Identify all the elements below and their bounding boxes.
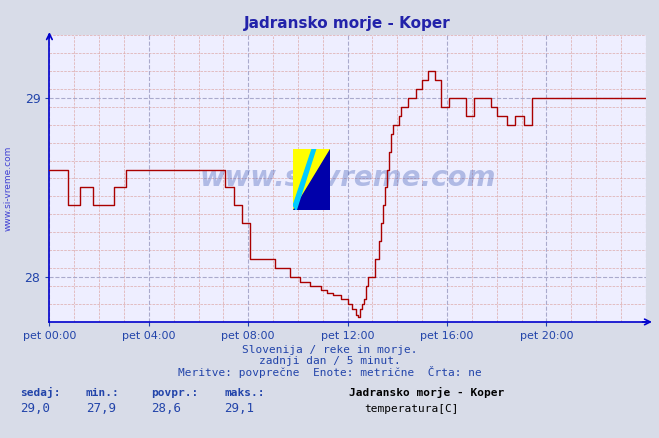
- Text: 29,0: 29,0: [20, 402, 50, 415]
- Polygon shape: [293, 149, 330, 210]
- Text: zadnji dan / 5 minut.: zadnji dan / 5 minut.: [258, 357, 401, 367]
- Text: povpr.:: povpr.:: [152, 389, 199, 399]
- Text: 27,9: 27,9: [86, 402, 116, 415]
- Polygon shape: [293, 149, 330, 210]
- Text: Jadransko morje - Koper: Jadransko morje - Koper: [349, 387, 505, 399]
- Text: 29,1: 29,1: [224, 402, 254, 415]
- Text: www.si-vreme.com: www.si-vreme.com: [3, 146, 13, 231]
- Text: temperatura[C]: temperatura[C]: [364, 404, 459, 414]
- Text: www.si-vreme.com: www.si-vreme.com: [200, 165, 496, 192]
- Title: Jadransko morje - Koper: Jadransko morje - Koper: [244, 16, 451, 31]
- Text: sedaj:: sedaj:: [20, 387, 60, 399]
- Text: maks.:: maks.:: [224, 389, 264, 399]
- Text: Slovenija / reke in morje.: Slovenija / reke in morje.: [242, 345, 417, 355]
- Text: 28,6: 28,6: [152, 402, 182, 415]
- Polygon shape: [293, 149, 316, 210]
- Text: min.:: min.:: [86, 389, 119, 399]
- Text: Meritve: povprečne  Enote: metrične  Črta: ne: Meritve: povprečne Enote: metrične Črta:…: [178, 366, 481, 378]
